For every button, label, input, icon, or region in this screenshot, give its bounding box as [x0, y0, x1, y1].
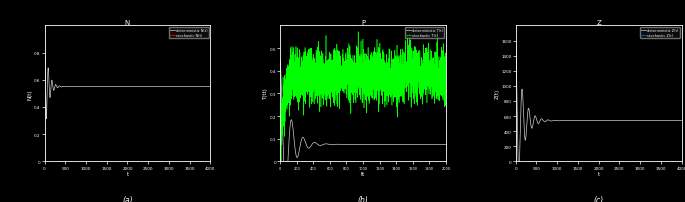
Title: P: P [361, 20, 365, 26]
stochastic N(t) [206, 160, 214, 163]
deterministic Z(t) [512, 40, 520, 42]
Y-axis label: Z(t): Z(t) [495, 89, 500, 99]
stochastic T(t) [314, 50, 323, 53]
stochastic N(t) [50, 160, 58, 163]
stochastic Z(t) [677, 160, 685, 163]
deterministic T(t) [442, 143, 450, 146]
stochastic T(t) [350, 55, 358, 57]
stochastic N(t) [41, 159, 49, 161]
deterministic T(t) [276, 59, 284, 61]
deterministic N(t) [121, 86, 129, 88]
stochastic Z(t) [544, 160, 552, 163]
Legend: deterministic T(t), stochastic T(t): deterministic T(t), stochastic T(t) [405, 28, 445, 39]
stochastic T(t) [354, 31, 362, 34]
stochastic Z(t) [512, 110, 520, 113]
stochastic T(t) [276, 160, 284, 163]
stochastic T(t) [315, 61, 323, 63]
stochastic T(t) [338, 68, 347, 70]
deterministic N(t) [51, 87, 59, 90]
stochastic N(t) [73, 160, 81, 163]
deterministic Z(t) [677, 120, 685, 122]
deterministic Z(t) [669, 120, 677, 122]
Text: (c): (c) [593, 195, 603, 202]
deterministic N(t) [206, 86, 214, 88]
stochastic N(t) [197, 160, 205, 163]
deterministic T(t) [440, 143, 449, 146]
stochastic Z(t) [512, 160, 520, 163]
stochastic N(t) [47, 160, 55, 163]
deterministic T(t) [279, 160, 288, 163]
Text: (a): (a) [122, 195, 133, 202]
deterministic N(t) [41, 73, 49, 75]
deterministic Z(t) [521, 138, 530, 141]
Legend: deterministic Z(t), stochastic Z(t): deterministic Z(t), stochastic Z(t) [640, 28, 680, 39]
Line: deterministic T(t): deterministic T(t) [280, 60, 446, 162]
Title: Z: Z [596, 20, 601, 26]
stochastic N(t) [164, 160, 172, 163]
X-axis label: tt: tt [361, 171, 365, 176]
deterministic T(t) [338, 144, 347, 146]
X-axis label: t: t [127, 171, 129, 176]
deterministic N(t) [47, 82, 55, 84]
Text: (b): (b) [358, 195, 369, 202]
deterministic N(t) [40, 32, 49, 34]
Title: N: N [125, 20, 130, 26]
Y-axis label: N(t): N(t) [27, 89, 32, 99]
Line: stochastic T(t): stochastic T(t) [280, 33, 446, 162]
deterministic T(t) [315, 144, 323, 147]
deterministic T(t) [350, 143, 358, 146]
deterministic Z(t) [512, 66, 521, 68]
deterministic T(t) [314, 144, 323, 146]
Legend: deterministic N(t), stochastic N(t): deterministic N(t), stochastic N(t) [169, 28, 209, 39]
stochastic Z(t) [521, 160, 530, 163]
Line: deterministic N(t): deterministic N(t) [45, 33, 210, 119]
deterministic N(t) [73, 86, 81, 88]
stochastic T(t) [316, 93, 325, 95]
stochastic Z(t) [519, 160, 527, 163]
deterministic T(t) [316, 144, 325, 147]
stochastic Z(t) [593, 160, 601, 163]
Line: deterministic Z(t): deterministic Z(t) [516, 41, 682, 162]
deterministic Z(t) [544, 119, 552, 121]
stochastic Z(t) [669, 160, 677, 163]
stochastic N(t) [40, 32, 49, 34]
stochastic T(t) [442, 87, 450, 89]
Y-axis label: T(tt): T(tt) [263, 88, 268, 100]
deterministic N(t) [197, 86, 205, 88]
Line: stochastic N(t): stochastic N(t) [45, 33, 210, 162]
stochastic Z(t) [512, 160, 521, 163]
stochastic T(t) [440, 87, 449, 89]
deterministic N(t) [42, 118, 51, 120]
stochastic N(t) [121, 160, 129, 163]
Line: stochastic Z(t): stochastic Z(t) [516, 111, 682, 162]
deterministic Z(t) [514, 160, 522, 163]
deterministic Z(t) [593, 120, 601, 122]
X-axis label: t: t [597, 171, 599, 176]
deterministic Z(t) [519, 92, 527, 95]
